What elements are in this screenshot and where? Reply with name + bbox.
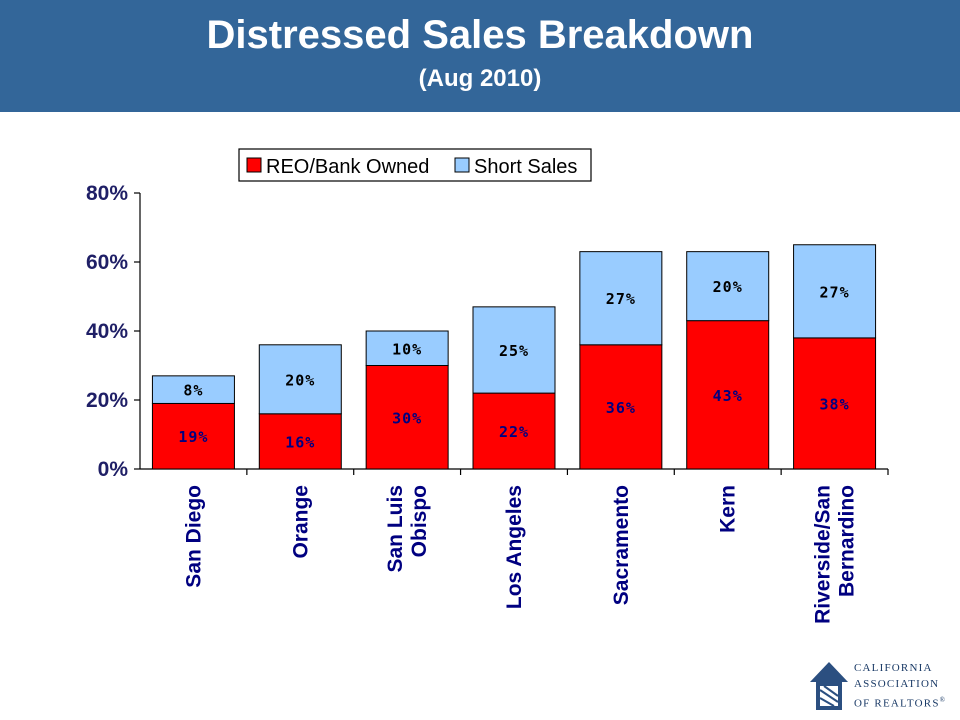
y-tick-label: 0% [98, 458, 129, 481]
logo-line-1: CALIFORNIA [854, 662, 933, 674]
chart-title: Distressed Sales Breakdown [206, 13, 754, 57]
data-label-short-sales: 25% [499, 342, 529, 360]
logo-line-2: ASSOCIATION [854, 678, 940, 690]
data-label-short-sales: 27% [606, 290, 636, 308]
registered-mark: ® [939, 696, 947, 704]
legend-swatch-reo [246, 157, 262, 173]
bar-segment-reo [686, 320, 770, 470]
category-label-line: San Luis [384, 485, 407, 573]
y-tick-label: 40% [86, 320, 128, 343]
bar-segment-short-sales [151, 375, 235, 404]
legend-label-short-sales: Short Sales [474, 156, 577, 178]
bar-segment-short-sales [579, 251, 663, 346]
car-logo: CALIFORNIA ASSOCIATION OF REALTORS® [806, 656, 956, 716]
chart-subtitle: (Aug 2010) [418, 65, 542, 92]
bar-segment-reo [151, 402, 235, 470]
data-label-reo: 22% [499, 423, 529, 441]
bar-segment-short-sales [686, 251, 770, 322]
data-label-reo: 16% [285, 433, 315, 451]
category-label: Riverside/San Bernardino [812, 485, 859, 624]
data-label-short-sales: 8% [183, 382, 203, 400]
category-label-line: Bernardino [836, 485, 859, 597]
bars: 19% 8% 16% 20% 30% 10% 22% 25% 36% 27% 43% 20% 38% 27… [151, 244, 877, 470]
legend-label-reo: REO/Bank Owned [266, 156, 429, 178]
category-label-line: Orange [289, 485, 312, 559]
category-label-line: Riverside/San [812, 485, 835, 624]
category-label: Kern [717, 485, 740, 533]
category-label-line: Obispo [408, 485, 431, 557]
category-label: San Diego [182, 485, 205, 588]
axes: 0% 20% 40% 60% 80% [86, 182, 889, 481]
category-labels: San Diego Orange San Luis Obispo Los Angeles… [182, 485, 858, 624]
bar-segment-reo [258, 413, 342, 470]
y-tick-label: 60% [86, 251, 128, 274]
bar-segment-short-sales [472, 306, 556, 394]
bar-segment-reo [793, 337, 877, 470]
category-label: Orange [289, 485, 312, 559]
category-label-line: San Diego [182, 485, 205, 588]
y-tick-label: 80% [86, 182, 128, 205]
data-label-short-sales: 27% [820, 283, 850, 301]
legend: REO/Bank Owned Short Sales [238, 148, 592, 182]
title-banner: Distressed Sales Breakdown (Aug 2010) [0, 0, 960, 112]
data-label-short-sales: 20% [285, 371, 315, 389]
bar-segment-short-sales [365, 330, 449, 366]
data-label-short-sales: 10% [392, 340, 422, 358]
category-label-line: Kern [717, 485, 740, 533]
category-label: Los Angeles [503, 485, 526, 609]
y-tick-label: 20% [86, 389, 128, 412]
bar-segment-short-sales [793, 244, 877, 339]
category-label: San Luis Obispo [384, 485, 431, 573]
data-label-reo: 36% [606, 399, 636, 417]
bar-segment-reo [472, 392, 556, 470]
data-label-short-sales: 20% [713, 278, 743, 296]
data-label-reo: 38% [820, 395, 850, 413]
category-label-line: Los Angeles [503, 485, 526, 609]
logo-text: CALIFORNIA ASSOCIATION OF REALTORS® [854, 660, 958, 712]
category-label: Sacramento [610, 485, 633, 605]
logo-line-3-text: OF REALTORS [854, 697, 940, 710]
legend-box [238, 148, 592, 182]
data-label-reo: 30% [392, 409, 422, 427]
data-label-reo: 43% [713, 387, 743, 405]
car-house-icon [810, 662, 848, 710]
data-label-reo: 19% [178, 428, 208, 446]
bar-segment-short-sales [258, 344, 342, 415]
logo-line-3: OF REALTORS® [854, 692, 958, 712]
legend-swatch-short-sales [454, 157, 470, 173]
bar-segment-reo [365, 365, 449, 470]
bar-segment-reo [579, 344, 663, 470]
category-label-line: Sacramento [610, 485, 633, 605]
